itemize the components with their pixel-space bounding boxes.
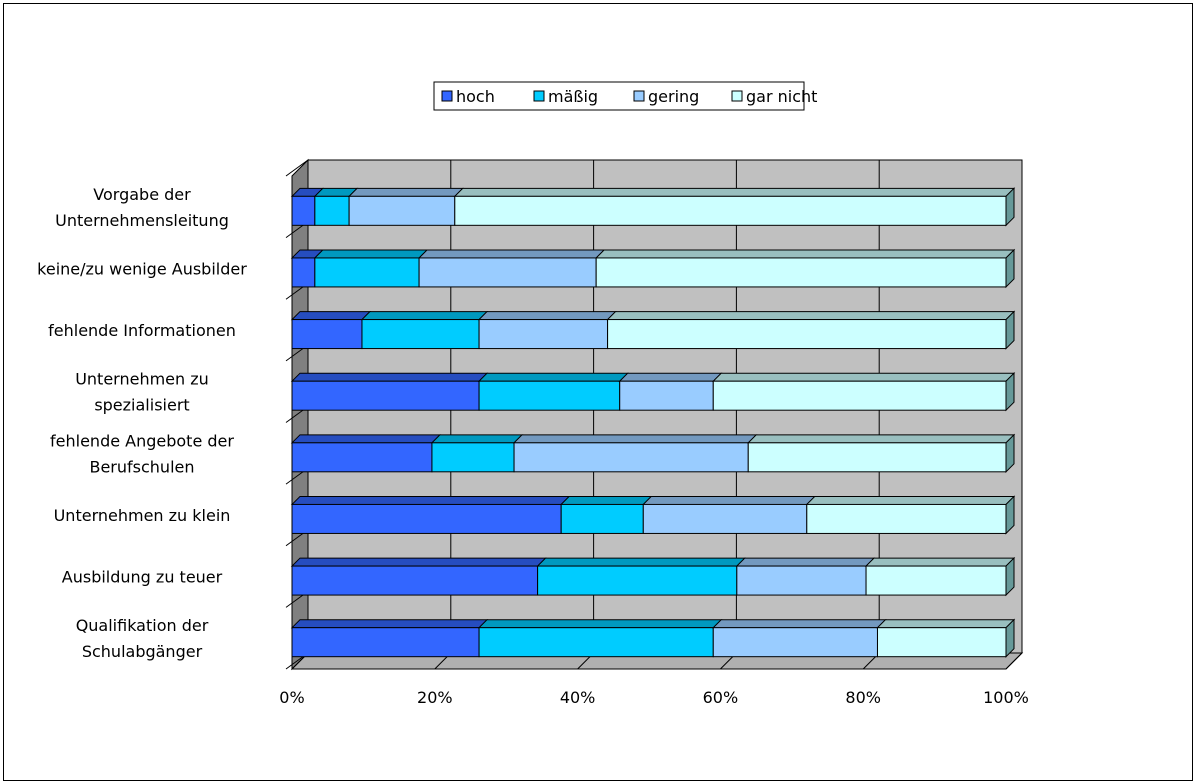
legend-label: mäßig	[548, 87, 598, 106]
x-tick-label: 0%	[279, 688, 304, 707]
category-labels: Vorgabe der Unternehmensleitung keine/zu w…	[37, 185, 247, 661]
bar-segment-mäßig	[477, 372, 629, 411]
bar-segment-gar-nicht	[712, 371, 1016, 412]
legend-label: gering	[648, 87, 699, 106]
x-tick-label: 80%	[845, 688, 881, 707]
legend-item-gar-nicht: gar nicht	[731, 87, 817, 106]
bar-segment-hoch	[290, 495, 571, 534]
category-label: Unternehmen zu klein	[54, 506, 231, 525]
bar-segment-gar-nicht	[876, 618, 1016, 658]
legend-item-mäßig: mäßig	[533, 87, 598, 106]
category-label: Vorgabe der Unternehmensleitung	[55, 185, 229, 230]
x-tick-label: 60%	[703, 688, 739, 707]
x-tick-label: 20%	[417, 688, 453, 707]
x-tick-label: 40%	[560, 688, 596, 707]
legend-item-gering: gering	[633, 87, 699, 106]
bar-segment-gering	[642, 495, 817, 534]
x-axis-tick-labels: 0% 20% 40% 60% 80% 100%	[279, 688, 1029, 707]
legend-swatch	[633, 90, 645, 102]
category-label: Qualifikation der Schulabgänger	[76, 616, 209, 661]
bar-segment-gar-nicht	[864, 556, 1016, 597]
legend-swatch	[533, 90, 545, 102]
bar-segment-mäßig	[559, 495, 653, 534]
legend-label: hoch	[456, 87, 495, 106]
bar-segment-gar-nicht	[805, 495, 1016, 535]
legend-swatch	[441, 90, 453, 102]
legend: hoch mäßig gering gar nicht	[433, 81, 817, 111]
bar-segment-hoch	[290, 187, 325, 226]
chart-frame: Vorgabe der Unternehmensleitung keine/zu w…	[3, 3, 1193, 781]
bar-segment-gering	[735, 557, 876, 596]
category-label: fehlende Angebote der Berufschulen	[50, 431, 234, 476]
bar-segment-hoch	[290, 619, 489, 658]
bar-segment-mäßig	[430, 434, 524, 473]
bar-segment-mäßig	[313, 249, 429, 288]
floor-gridline	[1005, 652, 1023, 670]
bar-segment-gar-nicht	[606, 310, 1016, 350]
stacked-bar-chart: Vorgabe der Unternehmensleitung keine/zu w…	[37, 81, 1029, 707]
category-label: Ausbildung zu teuer	[62, 568, 223, 587]
bar-segment-hoch	[290, 557, 547, 596]
bar-segment-gering	[512, 434, 758, 473]
bars	[290, 187, 1016, 658]
legend-item-hoch: hoch	[441, 87, 495, 106]
bar-segment-gar-nicht	[453, 187, 1016, 227]
legend-label: gar nicht	[746, 87, 817, 106]
category-label: fehlende Informationen	[48, 321, 236, 340]
bar-segment-hoch	[290, 311, 372, 350]
bar-segment-gar-nicht	[594, 248, 1016, 289]
category-label: Unternehmen zu spezialisiert	[75, 370, 209, 415]
bar-segment-gering	[347, 187, 464, 226]
x-tick-label: 100%	[983, 688, 1029, 707]
category-label: keine/zu wenige Ausbilder	[37, 259, 247, 278]
legend-swatch	[731, 90, 743, 102]
bar-segment-mäßig	[536, 557, 747, 596]
bar-segment-gering	[477, 311, 617, 350]
bar-segment-mäßig	[477, 619, 723, 658]
bar-segment-gering	[618, 372, 723, 411]
bar-segment-mäßig	[360, 311, 489, 350]
bar-segment-gering	[712, 619, 887, 658]
bar-segment-hoch	[290, 434, 442, 473]
category-separator	[285, 159, 309, 177]
bar-segment-gering	[417, 249, 606, 288]
bar-segment-gar-nicht	[747, 433, 1016, 474]
bar-segment-hoch	[290, 372, 489, 411]
